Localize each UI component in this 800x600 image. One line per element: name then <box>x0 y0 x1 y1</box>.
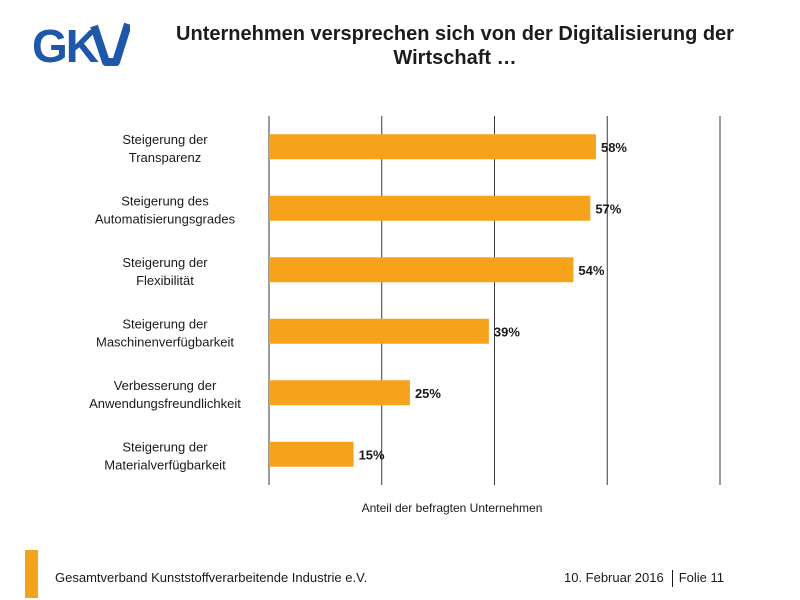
bar <box>269 134 596 160</box>
category-label: Steigerung der Materialverfügbarkeit <box>104 439 226 472</box>
footer-date: 10. Februar 2016 <box>563 570 664 585</box>
x-axis-label: Anteil der befragten Unternehmen <box>362 501 543 515</box>
slide-title: Unternehmen versprechen sich von der Dig… <box>176 23 734 69</box>
category-label: Verbesserung der Anwendungsfreundlichkeit <box>89 378 241 411</box>
footer-separator <box>671 570 673 588</box>
data-label: 54% <box>578 263 604 278</box>
data-label: 57% <box>595 201 621 216</box>
svg-text:GK: GK <box>32 20 99 68</box>
gkv-logo: GK <box>32 20 130 68</box>
category-label: Steigerung der Flexibilität <box>122 255 208 288</box>
footer-accent-bar <box>25 550 38 598</box>
footer-organization: Gesamtverband Kunststoffverarbeitende In… <box>55 570 368 585</box>
bar <box>269 195 591 221</box>
data-label: 15% <box>359 447 385 462</box>
bar <box>269 318 489 344</box>
footer-meta: 10. Februar 2016 Folie 11 <box>563 570 724 588</box>
category-label: Steigerung des Automatisierungsgrades <box>95 193 236 226</box>
footer-slide-number: Folie 11 <box>678 570 724 585</box>
category-label: Steigerung der Maschinenverfügbarkeit <box>96 316 234 349</box>
category-label: Steigerung der Transparenz <box>122 132 208 165</box>
bar <box>269 257 574 283</box>
data-label: 39% <box>494 324 520 339</box>
bar <box>269 441 354 467</box>
bar-chart: Steigerung der Transparenz Steigerung des A… <box>89 116 721 515</box>
data-label: 25% <box>415 386 441 401</box>
chart-category-labels: Steigerung der Transparenz Steigerung des A… <box>89 132 241 473</box>
chart-data-labels: 58% 57% 54% 39% 25% 15% <box>359 140 628 463</box>
data-label: 58% <box>601 140 627 155</box>
chart-bars <box>269 134 596 467</box>
chart-grid <box>268 116 721 485</box>
bar <box>269 380 410 406</box>
